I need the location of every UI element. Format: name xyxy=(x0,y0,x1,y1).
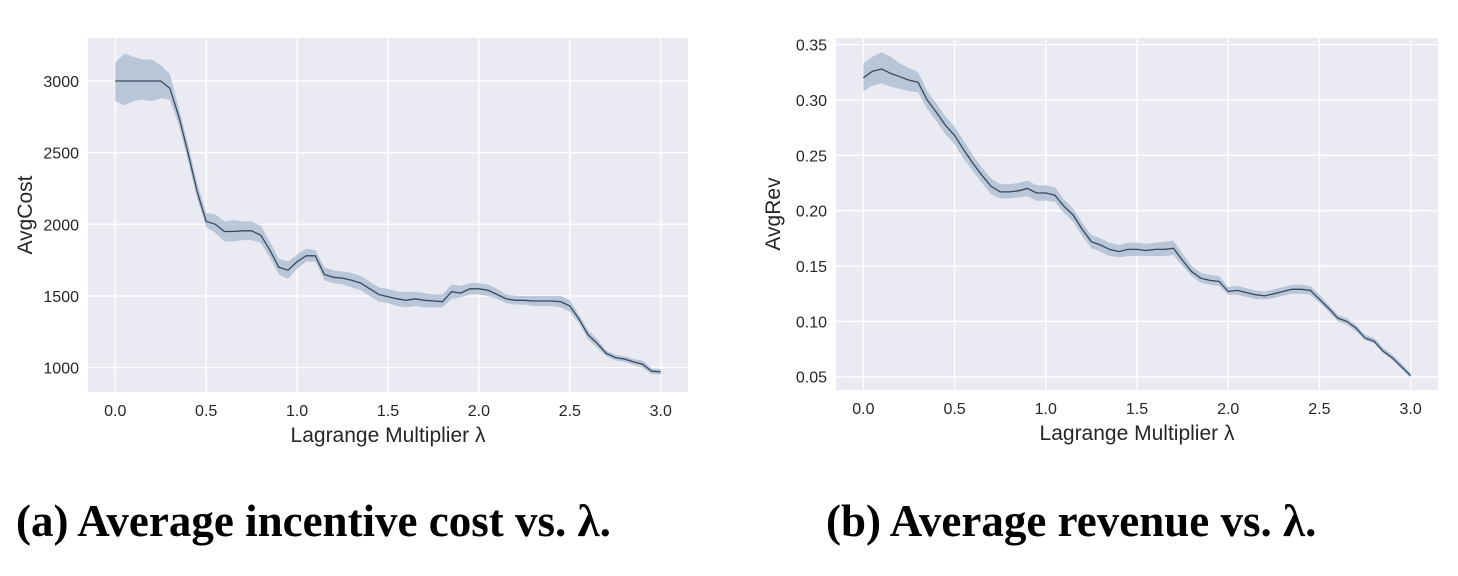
x-tick-label: 1.0 xyxy=(1035,401,1057,418)
y-axis-label: AvgCost xyxy=(14,175,37,254)
y-tick-label: 1000 xyxy=(43,361,79,378)
x-axis-label: Lagrange Multiplier λ xyxy=(291,424,486,447)
x-tick-label: 2.5 xyxy=(559,403,581,420)
y-tick-label: 0.25 xyxy=(796,148,827,165)
y-tick-label: 1500 xyxy=(43,289,79,306)
x-tick-label: 0.0 xyxy=(104,403,126,420)
y-tick-label: 0.15 xyxy=(796,259,827,276)
x-axis-label: Lagrange Multiplier λ xyxy=(1040,422,1235,445)
x-tick-label: 3.0 xyxy=(1400,401,1422,418)
y-tick-label: 0.05 xyxy=(796,370,827,387)
x-tick-label: 2.0 xyxy=(468,403,490,420)
x-tick-label: 0.5 xyxy=(943,401,965,418)
y-tick-label: 3000 xyxy=(43,74,79,91)
mean-line xyxy=(115,80,661,373)
mean-line xyxy=(863,68,1412,377)
y-tick-label: 0.20 xyxy=(796,204,827,221)
y-axis-label: AvgRev xyxy=(762,177,785,251)
y-tick-label: 0.30 xyxy=(796,93,827,110)
caption-b: (b) Average revenue vs. λ. xyxy=(826,496,1316,546)
confidence-band xyxy=(863,52,1411,378)
x-tick-label: 1.5 xyxy=(377,403,399,420)
x-tick-label: 0.0 xyxy=(852,401,874,418)
x-tick-label: 3.0 xyxy=(650,403,672,420)
y-tick-label: 2500 xyxy=(43,146,79,163)
x-tick-label: 2.0 xyxy=(1217,401,1239,418)
y-tick-label: 0.10 xyxy=(796,314,827,331)
chart-b-avg-revenue: 0.0 0.5 1.0 1.5 2.0 2.5 3.0 0.05 0.10 0.15 0.20 0.2… xyxy=(762,38,1438,445)
caption-a: (a) Average incentive cost vs. λ. xyxy=(16,496,611,546)
confidence-band xyxy=(115,53,661,375)
x-tick-label: 0.5 xyxy=(195,403,217,420)
x-tick-label: 1.0 xyxy=(286,403,308,420)
y-tick-label: 0.35 xyxy=(796,38,827,55)
chart-a-avg-cost: 0.0 0.5 1.0 1.5 2.0 2.5 3.0 1000 1500 2000 2500 300… xyxy=(14,38,688,447)
x-tick-label: 2.5 xyxy=(1308,401,1330,418)
y-tick-label: 2000 xyxy=(43,217,79,234)
x-tick-label: 1.5 xyxy=(1126,401,1148,418)
